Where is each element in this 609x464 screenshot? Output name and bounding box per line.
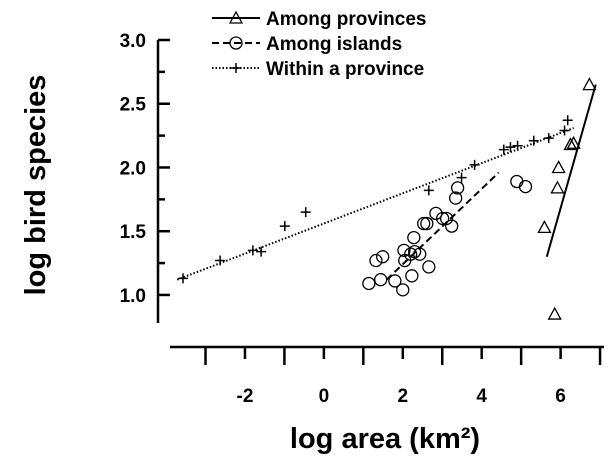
- point: [420, 216, 434, 231]
- point: [362, 276, 376, 291]
- point: [256, 246, 267, 257]
- point: [374, 273, 388, 287]
- fit-line: [385, 171, 500, 281]
- point: [559, 125, 570, 136]
- point: [423, 185, 434, 196]
- point: [551, 160, 566, 174]
- legend-label: Among provinces: [266, 9, 426, 30]
- fit-line: [545, 84, 597, 257]
- legend-label: Within a province: [266, 59, 424, 80]
- point: [537, 220, 552, 234]
- point: [518, 179, 533, 194]
- point: [566, 135, 581, 149]
- point: [562, 115, 573, 126]
- point: [450, 181, 465, 195]
- point: [469, 159, 480, 170]
- x-tick-label: 4: [476, 386, 487, 407]
- x-tick-label: 0: [319, 386, 330, 407]
- y-tick-label: 1.0: [120, 286, 146, 307]
- point: [397, 243, 411, 257]
- point: [498, 144, 509, 155]
- legend-marker: [231, 63, 241, 73]
- point: [550, 180, 565, 194]
- point: [510, 174, 524, 189]
- point: [405, 269, 419, 283]
- point: [417, 216, 431, 231]
- point: [215, 255, 226, 266]
- x-tick-label: -2: [237, 386, 254, 407]
- point: [376, 250, 390, 264]
- point: [404, 247, 418, 261]
- y-tick-label: 3.0: [120, 31, 146, 52]
- point: [449, 191, 463, 205]
- point: [388, 274, 402, 288]
- point: [407, 230, 421, 245]
- point: [413, 247, 427, 261]
- y-tick-label: 2.5: [120, 95, 147, 116]
- point: [512, 140, 523, 151]
- x-tick-label: 6: [555, 386, 566, 407]
- fit-line: [176, 127, 574, 281]
- point: [563, 137, 578, 151]
- point: [178, 273, 189, 284]
- point: [547, 306, 562, 320]
- point: [435, 211, 450, 226]
- point: [543, 133, 554, 144]
- point: [429, 206, 443, 221]
- legend-marker: [229, 36, 243, 50]
- x-tick-label: 2: [397, 386, 408, 407]
- x-axis-title: log area (km²): [290, 423, 480, 455]
- point: [582, 77, 597, 91]
- legend-label: Among islands: [266, 34, 402, 55]
- point: [396, 283, 410, 297]
- y-axis-title: log bird species: [20, 75, 52, 296]
- point: [456, 172, 467, 183]
- point: [422, 260, 436, 274]
- y-tick-label: 1.5: [120, 222, 147, 243]
- y-tick-label: 2.0: [120, 158, 146, 179]
- point: [505, 142, 516, 153]
- point: [247, 245, 258, 256]
- point: [279, 221, 290, 232]
- legend-marker: [228, 10, 244, 24]
- point: [369, 253, 383, 268]
- point: [300, 207, 311, 218]
- point: [445, 219, 459, 233]
- point: [528, 135, 539, 146]
